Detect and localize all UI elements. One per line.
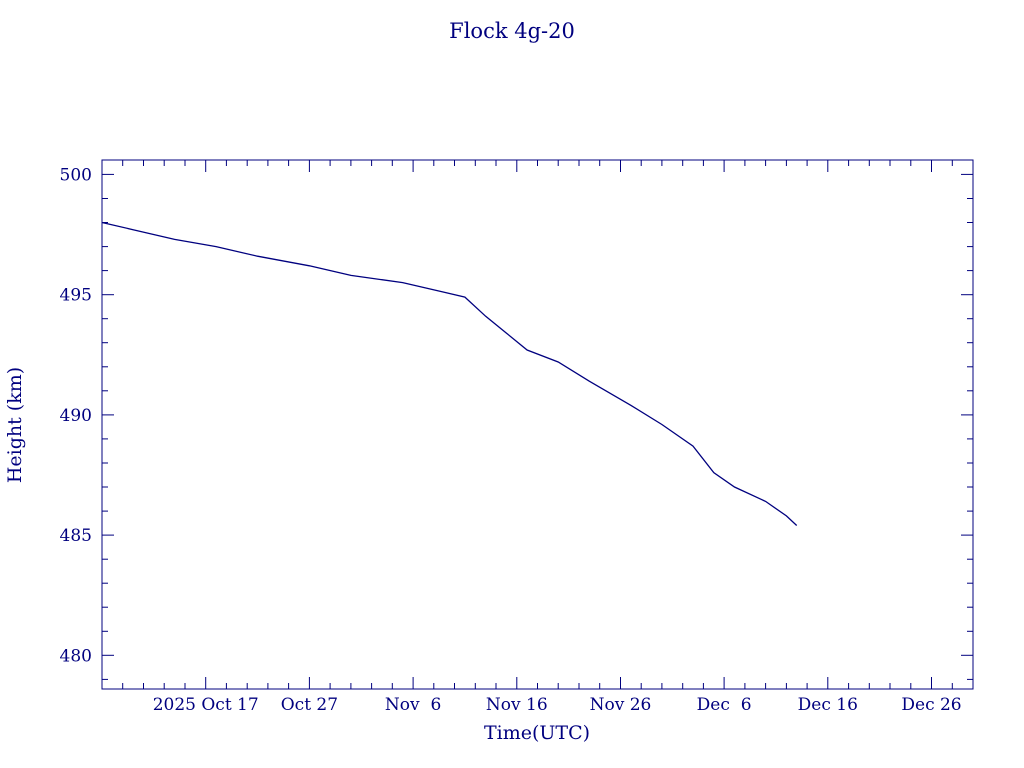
x-tick-label: Oct 27 (281, 695, 338, 715)
height-series-line (101, 221, 798, 526)
y-axis-label: Height (km) (4, 367, 26, 483)
x-tick-label: Dec 26 (901, 695, 961, 715)
x-tick-label: Dec 16 (798, 695, 858, 715)
x-tick-label: Nov 26 (590, 695, 652, 715)
y-tick-label: 490 (60, 406, 92, 426)
y-tick-label: 480 (60, 646, 92, 666)
y-tick-label: 485 (60, 526, 92, 546)
x-axis: 2025 Oct 17 Oct 27 Nov 6 Nov 16 Nov 26 Dec 6 D… (101, 160, 974, 715)
y-tick-label: 495 (60, 286, 92, 306)
plot-frame (101, 159, 974, 690)
y-axis: 480 485 490 495 500 (60, 165, 973, 680)
y-tick-label: 500 (60, 165, 92, 185)
x-tick-label: Nov 6 (385, 695, 441, 715)
x-tick-label: Nov 16 (486, 695, 548, 715)
x-axis-label: Time(UTC) (484, 722, 590, 744)
x-tick-label: 2025 Oct 17 (153, 695, 259, 715)
chart-title: Flock 4g-20 (449, 19, 575, 43)
x-tick-label: Dec 6 (697, 695, 752, 715)
